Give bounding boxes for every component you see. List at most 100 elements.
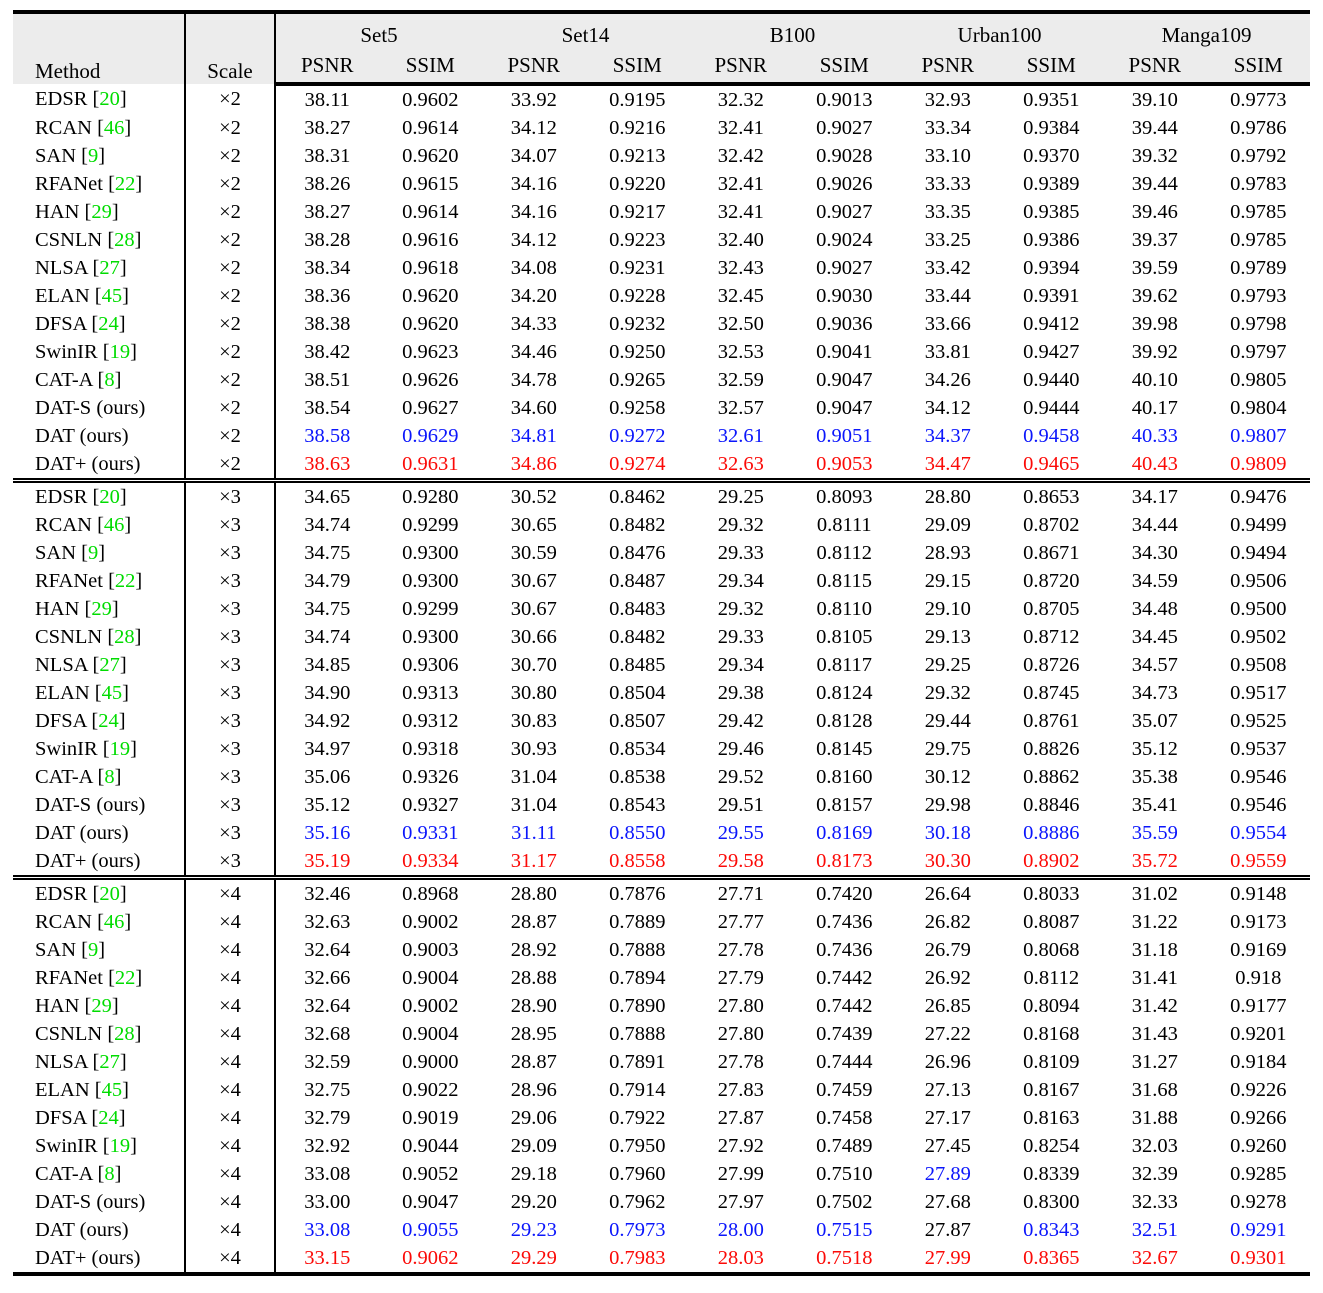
value-cell: 0.9000 — [402, 1050, 459, 1073]
value-cell: 0.8538 — [609, 765, 666, 788]
value-cell: 0.7888 — [609, 938, 666, 961]
value-cell: 0.9223 — [609, 228, 666, 251]
value-cell: 33.44 — [924, 284, 971, 307]
scale-cell: ×2 — [185, 422, 276, 450]
value-cell: 0.9384 — [1023, 116, 1080, 139]
value-cell: 0.9465 — [1023, 452, 1080, 475]
value-cell: 0.8902 — [1023, 849, 1080, 872]
col-group-manga109: Manga109 — [1103, 12, 1311, 48]
value-cell: 0.9220 — [609, 172, 666, 195]
value-cell: 32.59 — [717, 368, 764, 391]
value-cell: 0.8112 — [816, 541, 873, 564]
value-cell: 34.60 — [510, 396, 557, 419]
citation-ref: 9 — [87, 144, 99, 167]
method-cell: RCAN [46] — [13, 511, 186, 539]
value-cell: 0.8507 — [609, 709, 666, 732]
value-cell: 0.9394 — [1023, 256, 1080, 279]
method-cell: EDSR [20] — [13, 875, 186, 908]
value-cell: 0.9047 — [816, 396, 873, 419]
value-cell: 39.37 — [1131, 228, 1178, 251]
value-cell: 0.8671 — [1023, 541, 1080, 564]
value-cell: 28.88 — [510, 966, 557, 989]
value-cell: 29.32 — [717, 597, 764, 620]
value-cell: 32.67 — [1131, 1246, 1178, 1269]
table-row: DAT (ours) ×3 35.16 0.9331 31.11 0.8550 29.55 0… — [13, 819, 1310, 847]
value-cell: 38.26 — [304, 172, 351, 195]
scale-cell: ×3 — [185, 679, 276, 707]
col-header-method: Method — [13, 12, 186, 84]
value-cell: 32.42 — [717, 144, 764, 167]
scale-cell: ×3 — [185, 763, 276, 791]
value-cell: 0.9386 — [1023, 228, 1080, 251]
value-cell: 0.8745 — [1023, 681, 1080, 704]
value-cell: 0.9280 — [378, 478, 482, 511]
results-table-wrap: Method Scale Set5 Set14 B100 Urban100 Ma… — [13, 10, 1311, 1276]
value-cell: 38.11 — [304, 88, 350, 111]
value-cell: 0.9331 — [402, 821, 459, 844]
value-cell: 40.10 — [1131, 368, 1178, 391]
value-cell: 0.9620 — [402, 144, 459, 167]
value-cell: 0.9792 — [1230, 144, 1287, 167]
value-cell: 0.9002 — [402, 910, 459, 933]
table-row: DAT+ (ours) ×2 38.63 0.9631 34.86 0.9274 32.63… — [13, 450, 1310, 481]
method-cell: NLSA [27] — [13, 254, 186, 282]
citation-ref: 19 — [109, 737, 131, 760]
value-cell: 0.9301 — [1230, 1246, 1287, 1269]
value-cell: 34.08 — [510, 256, 557, 279]
col-group-urban100: Urban100 — [896, 12, 1104, 48]
value-cell: 0.9002 — [402, 994, 459, 1017]
value-cell: 35.19 — [304, 849, 351, 872]
citation-ref: 46 — [103, 116, 125, 139]
value-cell: 32.03 — [1131, 1134, 1178, 1157]
value-cell: 0.9327 — [402, 793, 459, 816]
value-cell: 34.92 — [304, 709, 351, 732]
value-cell: 27.77 — [717, 910, 764, 933]
value-cell: 29.09 — [924, 513, 971, 536]
value-cell: 0.9300 — [402, 541, 459, 564]
value-cell: 32.59 — [304, 1050, 351, 1073]
method-cell: RFANet [22] — [13, 170, 186, 198]
value-cell: 39.98 — [1131, 312, 1178, 335]
value-cell: 0.7444 — [816, 1050, 873, 1073]
value-cell: 0.9537 — [1230, 737, 1287, 760]
scale-cell: ×3 — [185, 539, 276, 567]
value-cell: 0.7962 — [609, 1190, 666, 1213]
citation-ref: 8 — [104, 368, 115, 391]
value-cell: 0.9620 — [402, 284, 459, 307]
value-cell: 0.8846 — [1023, 793, 1080, 816]
scale-cell: ×3 — [185, 478, 276, 511]
value-cell: 0.9602 — [402, 88, 459, 111]
method-cell: CAT-A [8] — [13, 1160, 186, 1188]
value-cell: 32.50 — [717, 312, 764, 335]
scale-cell: ×4 — [185, 875, 276, 908]
value-cell: 0.9773 — [1230, 88, 1287, 111]
value-cell: 0.8726 — [1023, 653, 1080, 676]
scale-cell: ×2 — [185, 282, 276, 310]
value-cell: 0.8826 — [1023, 737, 1080, 760]
method-cell: DAT (ours) — [13, 1216, 186, 1244]
value-cell: 0.8173 — [816, 849, 873, 872]
value-cell: 38.31 — [304, 144, 351, 167]
value-cell: 0.7894 — [609, 966, 666, 989]
value-cell: 0.9517 — [1230, 681, 1287, 704]
value-cell: 0.9370 — [1023, 144, 1080, 167]
value-cell: 0.8254 — [1023, 1134, 1080, 1157]
method-cell: DFSA [24] — [13, 707, 186, 735]
value-cell: 31.88 — [1131, 1106, 1178, 1129]
value-cell: 33.25 — [924, 228, 971, 251]
value-cell: 0.7889 — [609, 910, 666, 933]
col-header-scale: Scale — [185, 12, 276, 84]
citation-ref: 28 — [114, 228, 135, 251]
value-cell: 27.78 — [717, 1050, 764, 1073]
value-cell: 39.62 — [1131, 284, 1178, 307]
scale-cell: ×2 — [185, 338, 276, 366]
value-cell: 40.43 — [1131, 452, 1178, 475]
value-cell: 29.32 — [924, 681, 971, 704]
value-cell: 0.9313 — [402, 681, 459, 704]
value-cell: 29.09 — [510, 1134, 557, 1157]
table-row: EDSR [20] ×4 32.46 0.8968 28.80 0.7876 27.71 0.… — [13, 875, 1311, 908]
method-cell: SAN [9] — [13, 539, 186, 567]
value-cell: 0.9444 — [1023, 396, 1080, 419]
value-cell: 31.41 — [1131, 966, 1178, 989]
scale-cell: ×4 — [185, 1076, 276, 1104]
